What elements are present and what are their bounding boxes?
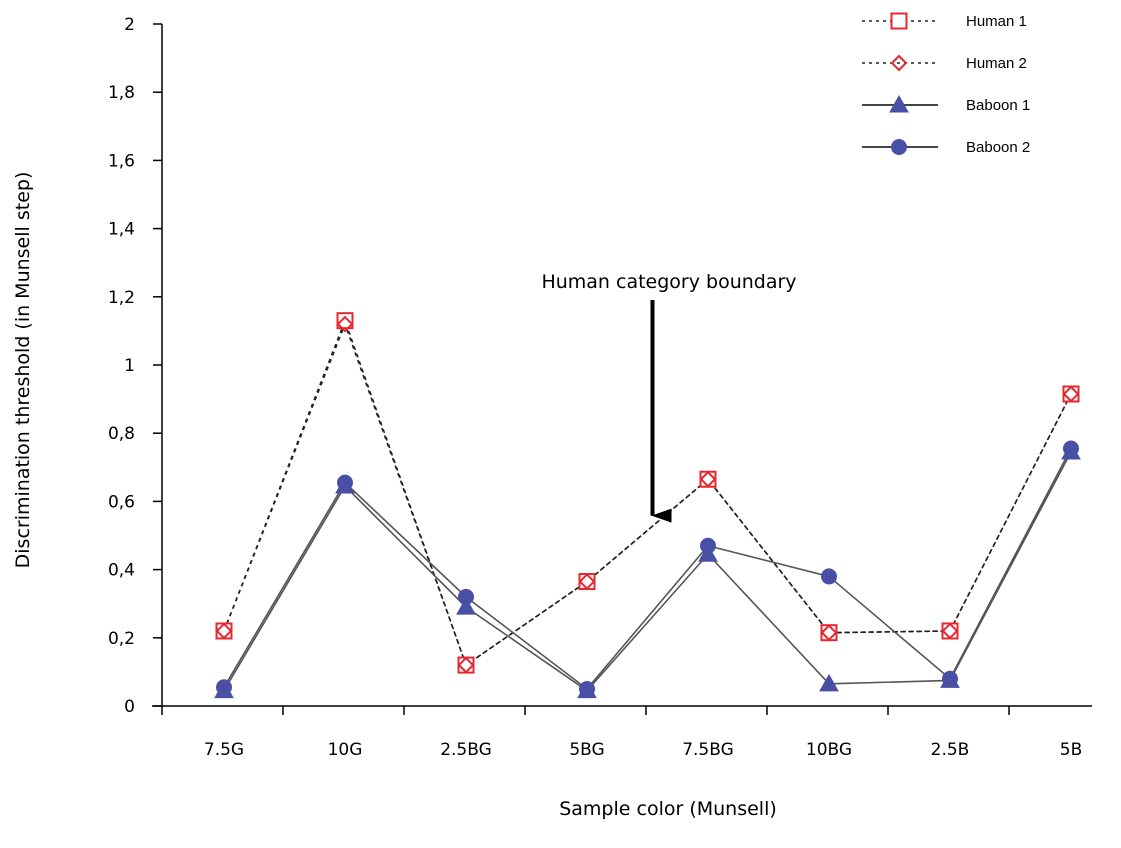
legend-marker [890,12,908,30]
data-point [1062,385,1080,403]
data-point [216,679,232,696]
x-tick-label: 2.5BG [440,740,492,760]
legend-label: Baboon 2 [966,139,1030,156]
data-point [215,622,233,640]
y-tick-label: 0,8 [108,424,135,444]
x-axis-label: Sample color (Munsell) [559,798,777,820]
x-tick-label: 2.5B [931,740,970,760]
legend-label: Baboon 1 [966,97,1030,114]
legend-label: Human 1 [966,13,1027,30]
legend-label: Human 2 [966,55,1027,72]
y-axis-label: Discrimination threshold (in Munsell ste… [12,172,34,569]
axes [152,24,1092,707]
series-baboon-1 [223,451,1072,692]
data-point [215,622,233,640]
data-point [942,670,958,687]
x-tick-label: 7.5BG [682,740,734,760]
data-point [941,622,959,640]
data-point [457,656,475,674]
annotation-layer: Human category boundary [541,271,797,523]
series-layer [214,312,1081,699]
y-tick-label: 0 [124,697,135,717]
y-tick-label: 2 [124,15,135,35]
data-point [820,624,838,642]
data-point [457,656,475,674]
data-point [699,470,717,488]
data-point [699,470,717,488]
series-line [223,451,1072,692]
x-tick-label: 7.5G [204,740,244,760]
series-markers-human-2 [215,315,1080,674]
x-tick-label: 5B [1060,740,1082,760]
annotation-label: Human category boundary [541,271,796,293]
legend-item: Human 2 [862,54,1027,72]
series-line [223,318,1072,667]
y-tick-label: 1,2 [108,288,135,308]
legend-item: Baboon 2 [862,139,1030,156]
data-point [1062,385,1080,403]
x-tick-label: 5BG [569,740,604,760]
data-point [578,573,596,591]
data-point [1063,440,1079,457]
data-point [821,568,837,585]
legend-item: Baboon 1 [862,94,1030,114]
series-baboon-2 [223,448,1072,691]
legend-marker [890,54,908,72]
series-human-1 [223,318,1072,667]
data-point [458,588,474,605]
legend: Human 1 Human 2 Baboon 1 Baboon 2 [862,12,1030,156]
x-tick-label: 10G [328,740,363,760]
y-tick-label: 1,4 [108,220,135,240]
data-point [579,680,595,697]
data-point [336,315,354,333]
y-tick-label: 0,4 [108,561,135,581]
data-point [819,673,839,692]
y-tick-label: 1,8 [108,83,135,103]
series-line [223,448,1072,691]
data-point [578,573,596,590]
data-point [700,537,716,554]
x-tick-label: 10BG [806,740,852,760]
legend-marker [891,139,907,155]
y-axis-ticks: 0 0,2 0,4 0,6 0,8 1 1,2 1,4 1,6 1,8 2 [108,15,162,717]
series-markers-baboon-2 [216,440,1079,697]
data-point [336,312,354,330]
data-point [456,597,476,615]
series-line [223,321,1072,667]
data-point [337,474,353,491]
data-point [820,624,838,642]
series-human-2 [223,321,1072,667]
y-tick-label: 0,2 [108,629,135,649]
y-tick-label: 0,6 [108,492,135,512]
y-tick-label: 1 [124,356,135,376]
data-point [941,622,959,640]
x-axis-ticks: 7.5G 10G 2.5BG 5BG 7.5BG 10BG 2.5B 5B [161,706,1082,760]
legend-item: Human 1 [862,12,1027,30]
y-tick-label: 1,6 [108,151,135,171]
legend-marker [889,94,909,113]
